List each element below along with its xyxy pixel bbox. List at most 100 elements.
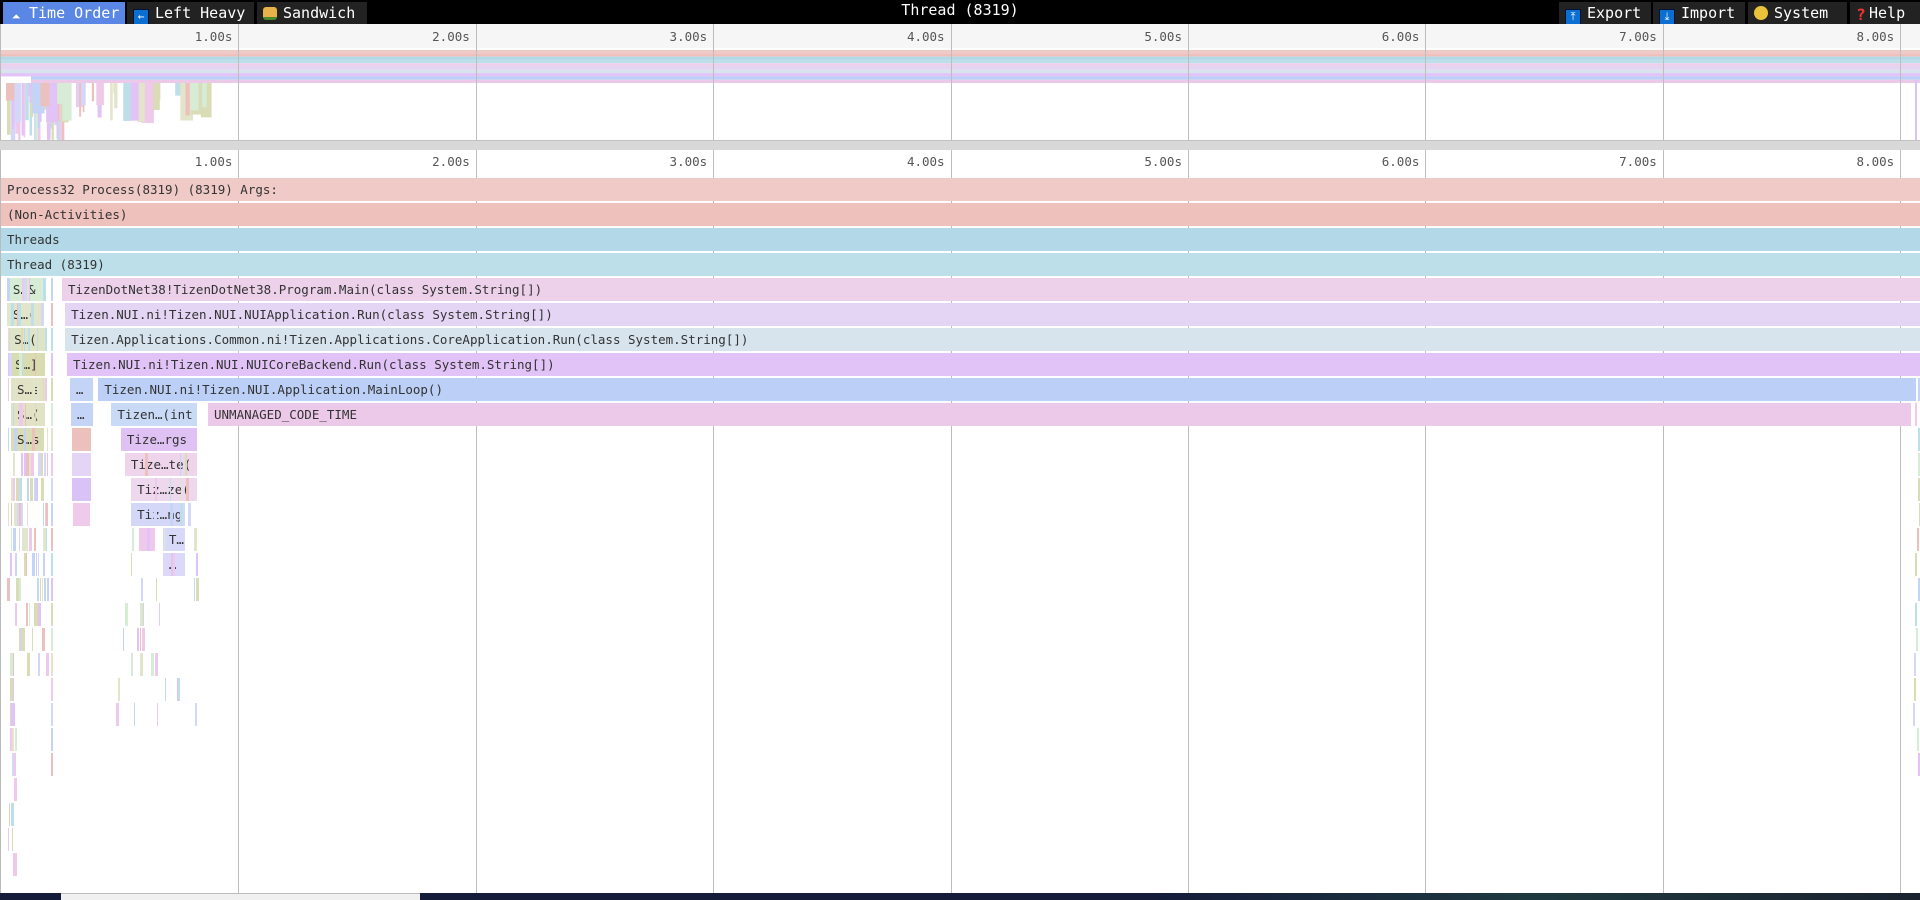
flame-frame-sliver[interactable] xyxy=(51,303,53,326)
flame-frame-sliver[interactable] xyxy=(155,653,159,676)
flame-frame-sliver[interactable] xyxy=(18,303,22,326)
flame-frame-sliver[interactable] xyxy=(155,578,157,601)
flame-frame[interactable]: Tizen.NUI.ni!Tizen.NUI.NUIApplication.Ru… xyxy=(65,303,1920,326)
flame-frame[interactable]: Tizen…(int xyxy=(111,403,198,426)
flame-frame-sliver[interactable] xyxy=(164,678,166,701)
flame-frame-sliver[interactable] xyxy=(31,628,33,651)
flame-frame-sliver[interactable] xyxy=(42,628,46,651)
flame-frame-sliver[interactable] xyxy=(176,678,180,701)
flame-frame-sliver[interactable] xyxy=(23,328,25,351)
flame-frame[interactable]: S…( xyxy=(10,403,46,426)
flame-frame-sliver[interactable] xyxy=(147,528,151,551)
system-theme-button[interactable]: System xyxy=(1748,2,1847,24)
flame-frame-sliver[interactable] xyxy=(20,503,24,526)
flame-frame-sliver[interactable] xyxy=(51,653,53,676)
flame-frame-sliver[interactable] xyxy=(172,553,175,576)
flame-frame[interactable]: S…] xyxy=(9,353,46,376)
flame-frame-sliver[interactable] xyxy=(51,453,53,476)
flame-frame-sliver[interactable] xyxy=(22,528,26,551)
flame-frame-sliver[interactable] xyxy=(40,303,44,326)
flame-frame-sliver[interactable] xyxy=(46,503,48,526)
flame-frame[interactable]: (Non-Activities) xyxy=(1,203,1920,226)
flame-frame-sliver[interactable] xyxy=(18,478,21,501)
flame-frame[interactable]: Tize…rgs xyxy=(120,428,198,451)
flame-frame-sliver[interactable] xyxy=(163,528,165,551)
minimap[interactable]: 1.00s 2.00s 3.00s 4.00s 5.00s 6.00s 7.00s 8.00s xyxy=(0,24,1920,140)
flame-frame-sliver[interactable] xyxy=(46,653,50,676)
flame-frame-sliver[interactable] xyxy=(36,603,39,626)
flame-frame-sliver[interactable] xyxy=(8,803,10,826)
flame-frame-sliver[interactable] xyxy=(10,503,12,526)
flame-frame-sliver[interactable] xyxy=(9,728,12,751)
flame-frame-sliver[interactable] xyxy=(40,578,42,601)
flame-frame-sliver[interactable] xyxy=(45,653,47,676)
flame-frame-sliver[interactable] xyxy=(15,478,19,501)
flame-frame-sliver[interactable] xyxy=(11,478,14,501)
flame-frame-sliver[interactable] xyxy=(45,328,48,351)
flame-frame-sliver[interactable] xyxy=(24,403,26,426)
flame-frame-sliver[interactable] xyxy=(19,628,22,651)
flame-frame-sliver[interactable] xyxy=(186,478,190,501)
flame-frame-sliver[interactable] xyxy=(1917,453,1920,476)
flame-frame-sliver[interactable] xyxy=(26,528,29,551)
flame-frame-sliver[interactable] xyxy=(51,428,53,451)
flame-frame[interactable]: UNMANAGED_CODE_TIME xyxy=(208,403,1912,426)
flame-frame[interactable]: TizenDotNet38!TizenDotNet38.Program.Main… xyxy=(62,278,1920,301)
flame-frame-sliver[interactable] xyxy=(133,703,135,726)
flame-frame-sliver[interactable] xyxy=(42,278,46,301)
flame-frame-sliver[interactable] xyxy=(1914,653,1917,676)
flame-frame-sliver[interactable] xyxy=(51,728,53,751)
flame-frame-sliver[interactable] xyxy=(28,328,31,351)
flame-frame-sliver[interactable] xyxy=(14,503,18,526)
flame-frame-sliver[interactable] xyxy=(34,528,37,551)
flame-frame-sliver[interactable] xyxy=(51,353,53,376)
flame-frame-sliver[interactable] xyxy=(188,503,192,526)
flame-frame-sliver[interactable] xyxy=(37,328,39,351)
flame-frame-sliver[interactable] xyxy=(8,303,10,326)
flame-frame-sliver[interactable] xyxy=(11,303,15,326)
flame-frame-sliver[interactable] xyxy=(142,628,146,651)
flame-frame-sliver[interactable] xyxy=(1917,378,1920,401)
flame-frame-sliver[interactable] xyxy=(117,678,120,701)
flame-frame-sliver[interactable] xyxy=(1913,703,1916,726)
flame-frame-sliver[interactable] xyxy=(30,453,32,476)
flame-frame-sliver[interactable] xyxy=(195,703,198,726)
flame-frame-sliver[interactable] xyxy=(23,353,25,376)
flame-frame-sliver[interactable] xyxy=(42,578,44,601)
flame-frame-sliver[interactable] xyxy=(1917,728,1920,751)
viewport-scrollbar[interactable] xyxy=(0,140,1920,150)
flame-frame-sliver[interactable] xyxy=(1916,528,1919,551)
flame-frame-sliver[interactable] xyxy=(7,428,9,451)
flame-frame-sliver[interactable] xyxy=(37,553,39,576)
flame-frame-sliver[interactable] xyxy=(13,678,15,701)
flame-frame[interactable] xyxy=(72,503,91,526)
flame-frame-sliver[interactable] xyxy=(34,478,38,501)
flame-frame-sliver[interactable] xyxy=(34,403,36,426)
flame-frame-sliver[interactable] xyxy=(195,553,198,576)
flame-frame-sliver[interactable] xyxy=(137,628,140,651)
flame-frame-sliver[interactable] xyxy=(16,303,18,326)
flame-frame-sliver[interactable] xyxy=(51,403,53,426)
flame-frame-sliver[interactable] xyxy=(13,403,15,426)
flame-frame-sliver[interactable] xyxy=(42,378,44,401)
flame-frame[interactable]: Tizen.Applications.Common.ni!Tizen.Appli… xyxy=(65,328,1920,351)
flame-frame-sliver[interactable] xyxy=(178,678,181,701)
flame-frame-sliver[interactable] xyxy=(35,353,37,376)
flame-frame-sliver[interactable] xyxy=(37,378,40,401)
flame-frame-sliver[interactable] xyxy=(27,478,30,501)
help-button[interactable]: ? Help xyxy=(1850,2,1920,24)
flame-frame-sliver[interactable] xyxy=(24,553,27,576)
flame-frame-sliver[interactable] xyxy=(31,303,35,326)
flame-frame[interactable]: S…( xyxy=(8,328,46,351)
flame-frame-sliver[interactable] xyxy=(51,603,53,626)
flame-frame-sliver[interactable] xyxy=(25,603,28,626)
flame-frame-sliver[interactable] xyxy=(1918,753,1920,776)
flame-frame-sliver[interactable] xyxy=(144,453,148,476)
flame-frame-sliver[interactable] xyxy=(131,553,133,576)
flame-frame-sliver[interactable] xyxy=(193,578,195,601)
flame-frame-sliver[interactable] xyxy=(24,428,27,451)
flame-frame-sliver[interactable] xyxy=(46,428,48,451)
flame-frame-sliver[interactable] xyxy=(7,503,9,526)
flame-frame-sliver[interactable] xyxy=(38,603,42,626)
flame-frame-sliver[interactable] xyxy=(169,478,171,501)
